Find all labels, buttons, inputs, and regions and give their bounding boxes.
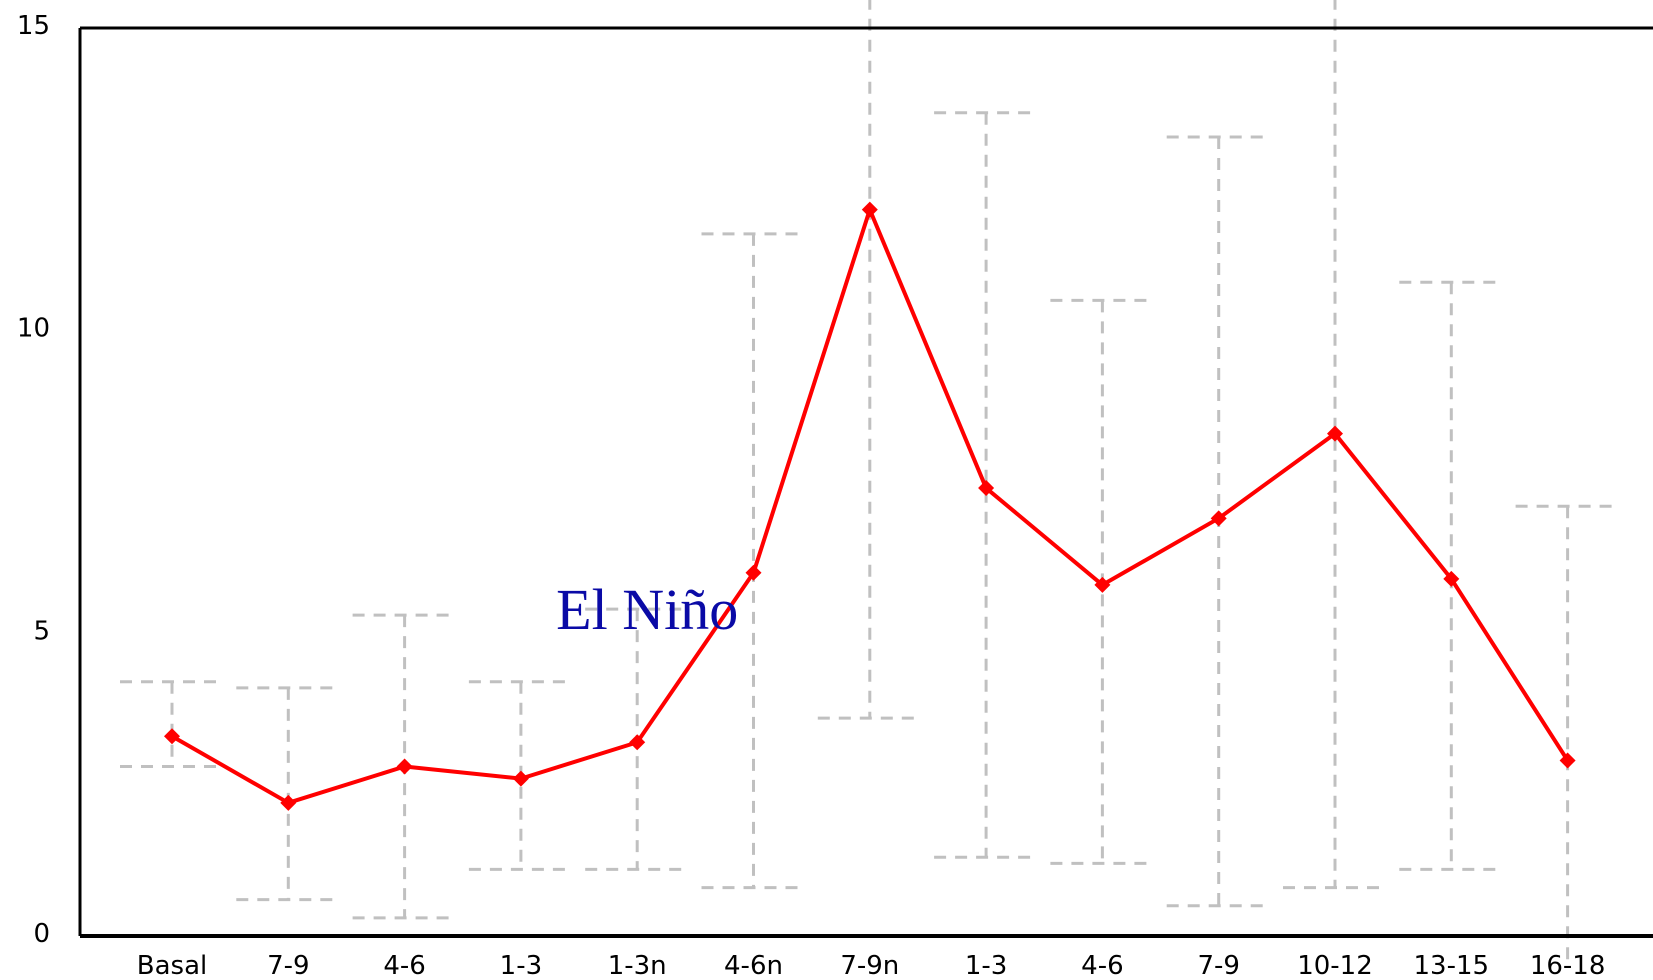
x-tick-label-10: 10-12 — [1297, 951, 1373, 980]
data-point-11 — [1443, 570, 1460, 587]
data-point-6 — [861, 201, 878, 218]
x-tick-label-3: 1-3 — [500, 951, 542, 980]
x-tick-label-11: 13-15 — [1414, 951, 1490, 980]
data-point-1 — [280, 794, 297, 811]
data-point-10 — [1327, 425, 1343, 442]
data-point-8 — [1094, 576, 1111, 593]
data-point-4 — [629, 734, 646, 751]
data-point-2 — [396, 758, 413, 775]
x-tick-label-1: 7-9 — [267, 951, 309, 980]
x-tick-label-8: 4-6 — [1081, 951, 1123, 980]
y-tick-label-3: 15 — [17, 11, 50, 41]
x-tick-label-12: 16-18 — [1530, 951, 1606, 980]
y-tick-label-1: 5 — [33, 616, 50, 646]
annotation-label-0: El Niño — [556, 577, 738, 642]
x-tick-label-5: 4-6n — [724, 951, 783, 980]
data-point-0 — [164, 728, 180, 745]
x-tick-label-6: 7-9n — [840, 951, 899, 980]
data-point-3 — [512, 770, 529, 787]
x-tick-label-4: 1-3n — [608, 951, 667, 980]
x-tick-label-7: 1-3 — [965, 951, 1007, 980]
data-point-5 — [745, 564, 762, 581]
data-point-7 — [978, 480, 995, 497]
y-tick-label-2: 10 — [17, 314, 50, 344]
data-point-9 — [1210, 510, 1227, 527]
y-tick-label-0: 0 — [33, 919, 50, 949]
x-tick-label-2: 4-6 — [383, 951, 425, 980]
data-point-12 — [1559, 752, 1576, 769]
x-tick-label-0: Basal — [137, 951, 207, 980]
x-tick-label-9: 7-9 — [1197, 951, 1239, 980]
